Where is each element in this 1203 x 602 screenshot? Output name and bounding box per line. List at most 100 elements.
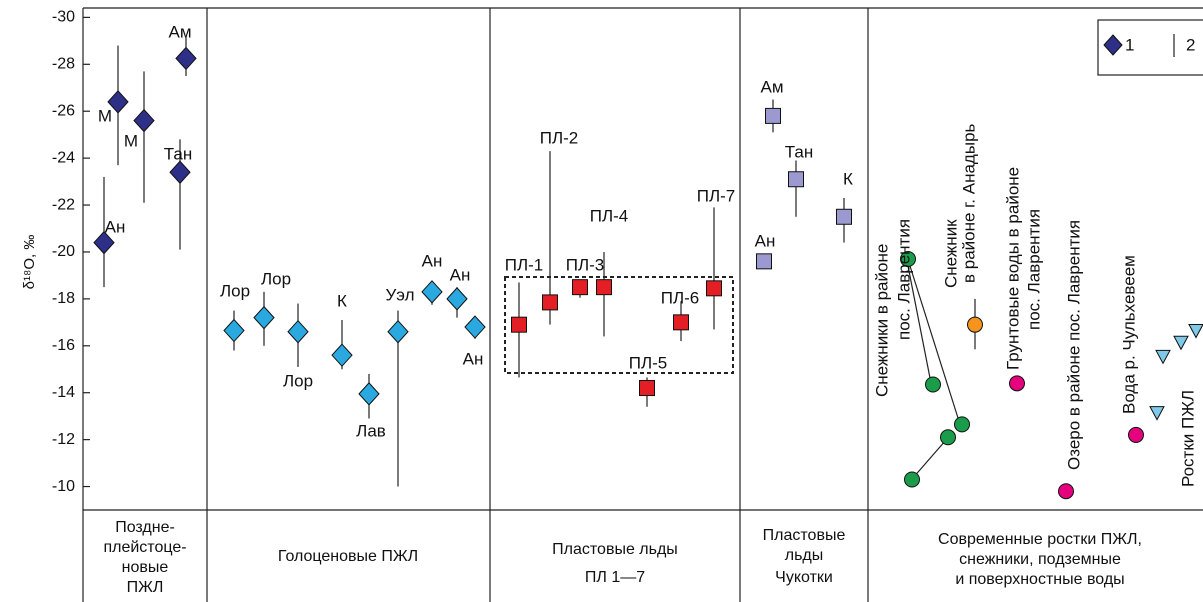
point <box>940 429 956 446</box>
y-tick-label: -18 <box>52 290 75 307</box>
group-label: и поверхностные воды <box>955 571 1124 588</box>
group-label: Пластовые <box>763 527 846 544</box>
point <box>900 251 916 267</box>
point <box>511 316 527 333</box>
group-label: Пластовые льды <box>552 541 678 558</box>
point <box>253 305 275 330</box>
point-label: Тан <box>164 144 192 163</box>
connector <box>907 265 931 379</box>
annotation: Грунтовые воды в районе <box>1003 167 1022 370</box>
point-label: М <box>124 131 138 150</box>
annotation: Снежники в районе <box>872 244 891 397</box>
point <box>542 294 558 311</box>
point-label: ПЛ-4 <box>590 206 629 225</box>
dashed-box <box>504 276 734 374</box>
point-label: ПЛ-2 <box>540 128 579 147</box>
point <box>788 171 804 188</box>
point <box>925 376 941 393</box>
group-label: Современные ростки ПЖЛ, <box>938 531 1142 548</box>
point <box>572 279 588 296</box>
connector <box>911 439 947 480</box>
y-tick-label: -22 <box>52 196 75 213</box>
connector <box>909 265 959 419</box>
group-label: Поздне- <box>115 519 175 536</box>
point <box>954 416 970 433</box>
point-label: Ан <box>755 231 776 250</box>
frame <box>82 7 1203 602</box>
point <box>93 230 115 255</box>
point-label: ПЛ-6 <box>661 288 700 307</box>
y-tick-label: -28 <box>52 56 75 73</box>
y-tick-label: -26 <box>52 102 75 119</box>
point <box>175 46 197 71</box>
annotation: Озеро в районе пос. Лаврентия <box>1064 220 1083 470</box>
point-label: ПЛ-3 <box>566 255 605 274</box>
point <box>387 319 409 344</box>
point <box>446 287 468 311</box>
point <box>358 382 380 406</box>
legend-label: 1 <box>1125 35 1134 54</box>
group-label: Голоценовые ПЖЛ <box>278 548 418 565</box>
point <box>1155 349 1171 365</box>
point-label: Ан <box>463 349 484 368</box>
point <box>133 108 155 133</box>
group-label: ПЛ 1—7 <box>585 569 645 586</box>
legend-label: 2 <box>1186 35 1195 54</box>
point-label: Уэл <box>385 285 414 304</box>
point-label: Лор <box>261 269 291 288</box>
legend-symbol <box>1103 34 1123 56</box>
group-label: льды <box>785 547 824 564</box>
point <box>331 343 353 367</box>
point-label: Ан <box>422 251 443 270</box>
point-label: М <box>98 106 112 125</box>
y-tick-label: -30 <box>52 9 75 26</box>
point <box>169 160 191 184</box>
point <box>421 280 443 304</box>
annotation: в районе г. Анадырь <box>959 123 978 283</box>
annotation: пос. Лаврентия <box>894 219 913 340</box>
y-tick-label: -12 <box>52 431 75 448</box>
point <box>836 208 852 225</box>
group-label: новые <box>122 559 169 576</box>
group-label: снежники, подземные <box>959 551 1121 568</box>
point <box>967 316 983 333</box>
group-label: плейстоце- <box>103 539 186 556</box>
point <box>1009 375 1025 392</box>
point <box>765 107 781 124</box>
point-label: К <box>337 291 347 310</box>
point-label: Ан <box>450 265 471 284</box>
point <box>904 471 920 488</box>
annotation: Вода р. Чульхевеем <box>1119 255 1138 414</box>
point <box>1188 324 1203 339</box>
point-label: Ан <box>105 217 126 236</box>
point <box>1058 483 1074 500</box>
point <box>756 253 772 270</box>
point <box>464 315 486 339</box>
point-label: Ам <box>760 77 783 96</box>
point-label: Тан <box>785 142 813 161</box>
point-label: К <box>843 169 853 188</box>
point-label: Лор <box>283 371 313 390</box>
y-tick-label: -14 <box>52 384 75 401</box>
y-axis-label: δ¹⁸O, ‰ <box>21 235 38 290</box>
point-label: Лор <box>220 281 250 300</box>
legend: 1 2 <box>1097 19 1203 76</box>
y-tick-label: -24 <box>52 149 75 166</box>
point <box>287 319 309 344</box>
point-label: ПЛ-5 <box>629 353 668 372</box>
annotation: Снежник <box>941 219 960 288</box>
point <box>1128 426 1144 443</box>
point <box>706 280 722 297</box>
group-label: Чукотки <box>775 569 833 586</box>
y-tick-label: -16 <box>52 337 75 354</box>
point-label: Лав <box>356 421 386 440</box>
group-label: ПЖЛ <box>127 579 164 596</box>
point <box>1149 406 1165 421</box>
point <box>223 318 245 343</box>
point <box>596 279 612 296</box>
point <box>639 380 655 397</box>
point-label: ПЛ-7 <box>697 186 736 205</box>
point <box>107 90 129 114</box>
point-label: Ам <box>168 22 191 41</box>
